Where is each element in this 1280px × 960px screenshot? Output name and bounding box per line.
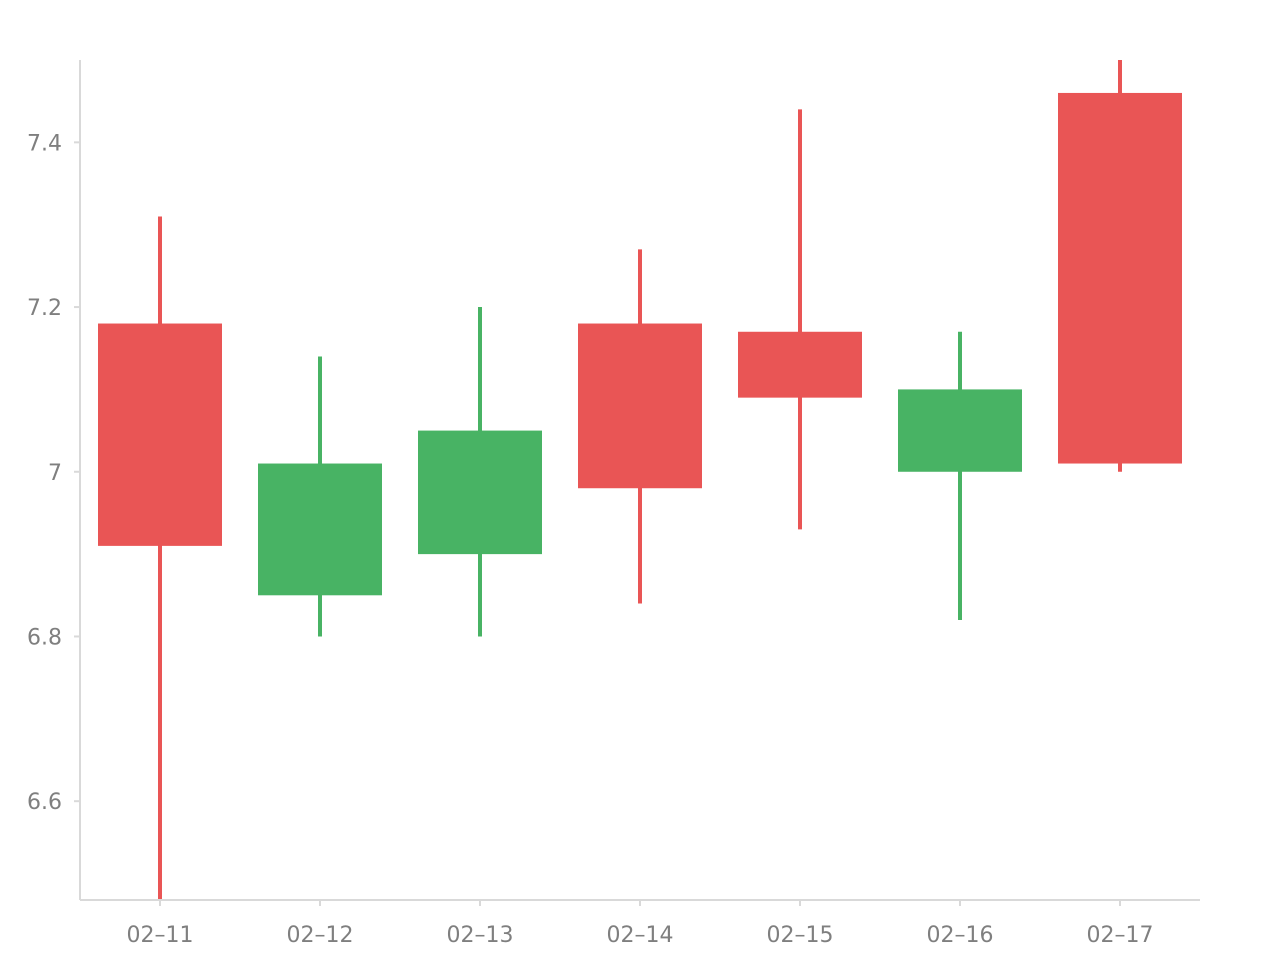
x-tick-label: 02–11 — [127, 923, 194, 948]
candle-body — [738, 331, 862, 398]
x-tick-label: 02–15 — [767, 923, 834, 948]
candle-body — [258, 463, 382, 596]
x-tick-label: 02–12 — [287, 923, 354, 948]
y-tick-label: 7.2 — [27, 296, 62, 321]
x-tick-label: 02–17 — [1087, 923, 1154, 948]
candle-02-11 — [98, 216, 222, 900]
y-tick-label: 6.6 — [27, 790, 62, 815]
candle-body — [1058, 92, 1182, 464]
candle-02-12 — [258, 356, 382, 637]
candle-body — [898, 389, 1022, 472]
y-axis-ticks: 6.6 6.8 7 7.2 7.4 — [27, 131, 80, 815]
candle-body — [418, 430, 542, 555]
y-tick-label: 6.8 — [27, 625, 62, 650]
candle-02-14 — [578, 249, 702, 604]
x-tick-label: 02–16 — [927, 923, 994, 948]
x-tick-label: 02–14 — [607, 923, 674, 948]
y-tick-label: 7 — [48, 461, 62, 486]
x-axis-ticks: 02–11 02–12 02–13 02–14 02–15 02–16 02–17 — [127, 900, 1154, 948]
candle-02-13 — [418, 307, 542, 637]
candle-02-16 — [898, 331, 1022, 620]
candle-02-17 — [1058, 60, 1182, 472]
y-tick-label: 7.4 — [27, 131, 62, 156]
x-tick-label: 02–13 — [447, 923, 514, 948]
candle-body — [578, 323, 702, 489]
plot-area — [98, 60, 1182, 900]
candle-body — [98, 323, 222, 546]
candle-02-15 — [738, 109, 862, 530]
